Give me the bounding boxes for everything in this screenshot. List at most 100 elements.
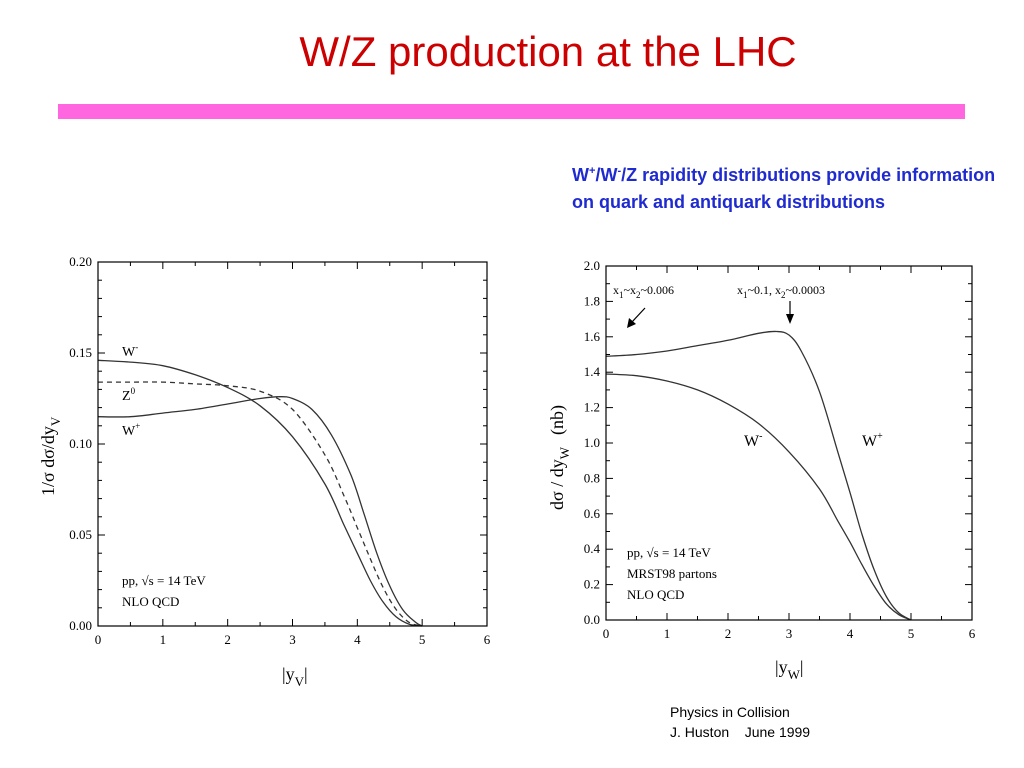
chart-left-ylabel-main: 1/σ dσ/dy bbox=[38, 426, 58, 496]
x-tick-label: 5 bbox=[908, 626, 915, 641]
chart-left-label-wminus: W- bbox=[122, 342, 138, 360]
left-series-1-line bbox=[97, 381, 423, 627]
chart-left-frame bbox=[97, 261, 488, 627]
note-part2: /W bbox=[595, 165, 618, 185]
chart-right-label-wplus-main: W bbox=[862, 433, 878, 450]
chart-left-ticks bbox=[97, 261, 488, 627]
y-tick-label: 1.0 bbox=[584, 435, 600, 450]
chart-right-arrow-label-2: x1~0.1, x2~0.0003 bbox=[737, 283, 825, 300]
y-tick-label: 0.00 bbox=[69, 618, 92, 633]
chart-right-label-wminus: W- bbox=[744, 431, 762, 450]
arrow-label-2-s1: 1 bbox=[743, 290, 748, 300]
chart-right-frame bbox=[605, 265, 973, 621]
chart-right-ticklabels-x: 0 1 2 3 4 5 6 bbox=[603, 626, 976, 641]
x-tick-label: 0 bbox=[603, 626, 610, 641]
credit-line1: Physics in Collision bbox=[670, 704, 790, 720]
arrow-1-head bbox=[627, 318, 636, 328]
note-part1: W bbox=[572, 165, 589, 185]
arrow-label-1-main: x bbox=[613, 283, 619, 297]
x-tick-label: 1 bbox=[664, 626, 671, 641]
right-series-1-line bbox=[605, 373, 912, 621]
right-series-0-line bbox=[605, 330, 912, 621]
title-accent-bar bbox=[58, 104, 965, 119]
chart-right-label-wminus-sup: - bbox=[759, 431, 762, 442]
y-tick-label: 1.4 bbox=[584, 364, 601, 379]
chart-left-xlabel-sub: V bbox=[295, 674, 305, 689]
x-tick-label: 4 bbox=[847, 626, 854, 641]
arrow-label-1-s2: 2 bbox=[636, 290, 641, 300]
arrow-label-1-end: ~0.006 bbox=[641, 283, 675, 297]
chart-left-ylabel: 1/σ dσ/dyV bbox=[38, 416, 63, 496]
x-tick-label: 4 bbox=[354, 632, 361, 647]
arrow-label-2-end: ~0.0003 bbox=[786, 283, 826, 297]
arrow-1-shaft bbox=[631, 307, 646, 323]
y-tick-label: 0.4 bbox=[584, 541, 601, 556]
note-sup1: + bbox=[589, 165, 596, 177]
arrow-label-2-main: x bbox=[737, 283, 743, 297]
y-tick-label: 2.0 bbox=[584, 258, 600, 273]
chart-right: 0 1 2 3 4 5 6 0.0 0.2 0.4 0.6 0.8 1.0 1.2 1.4 1.6 1.8 2.… bbox=[547, 258, 976, 682]
x-tick-label: 6 bbox=[484, 632, 491, 647]
credit-block: Physics in Collision J. Huston June 1999 bbox=[670, 702, 810, 742]
rapidity-note: W+/W-/Z rapidity distributions provide i… bbox=[572, 158, 1012, 216]
chart-right-xlabel-main: |y bbox=[775, 657, 788, 677]
x-tick-label: 3 bbox=[289, 632, 296, 647]
arrow-label-2-s2: 2 bbox=[781, 290, 786, 300]
chart-right-label-wplus: W+ bbox=[862, 431, 883, 450]
y-tick-label: 0.8 bbox=[584, 470, 600, 485]
arrow-label-2-mid: ~0.1, x bbox=[748, 283, 782, 297]
chart-right-ylabel-main: dσ / dy bbox=[547, 459, 567, 510]
chart-left-label-z0-sup: 0 bbox=[131, 386, 136, 396]
x-tick-label: 6 bbox=[969, 626, 976, 641]
chart-left-label-wminus-main: W bbox=[122, 345, 136, 360]
arrow-label-1-mid: ~x bbox=[624, 283, 637, 297]
note-sup2: - bbox=[617, 165, 622, 177]
slide-title: W/Z production at the LHC bbox=[299, 28, 797, 75]
chart-right-xlabel-end: | bbox=[800, 657, 804, 677]
chart-right-ticklabels-y: 0.0 0.2 0.4 0.6 0.8 1.0 1.2 1.4 1.6 1.8 2.0 bbox=[584, 258, 601, 627]
y-tick-label: 1.8 bbox=[584, 293, 600, 308]
chart-right-lines bbox=[605, 330, 912, 621]
chart-left-ylabel-sub: V bbox=[48, 416, 63, 426]
y-tick-label: 0.15 bbox=[69, 345, 92, 360]
chart-right-xlabel: |yW| bbox=[775, 657, 804, 682]
chart-left-xlabel: |yV| bbox=[282, 664, 308, 689]
chart-left-annotation-2: NLO QCD bbox=[122, 594, 179, 609]
chart-right-ylabel-unit: (nb) bbox=[547, 405, 568, 435]
chart-left-ticklabels-y: 0.00 0.05 0.10 0.15 0.20 bbox=[69, 254, 92, 633]
left-series-2-line bbox=[97, 396, 423, 627]
y-tick-label: 0.10 bbox=[69, 436, 92, 451]
y-tick-label: 0.05 bbox=[69, 527, 92, 542]
chart-right-xlabel-sub: W bbox=[788, 667, 801, 682]
x-tick-label: 3 bbox=[786, 626, 793, 641]
x-tick-label: 2 bbox=[224, 632, 231, 647]
chart-right-arrow-1 bbox=[627, 307, 646, 328]
chart-left-label-z0-main: Z bbox=[122, 389, 131, 404]
chart-right-ylabel: dσ / dyW (nb) bbox=[547, 405, 572, 510]
chart-left-label-wplus-main: W bbox=[122, 424, 136, 439]
chart-right-ylabel-sub: W bbox=[557, 446, 572, 459]
chart-left-label-wplus-sup: + bbox=[135, 421, 140, 431]
arrow-label-1-s1: 1 bbox=[619, 290, 624, 300]
arrow-2-head bbox=[786, 314, 794, 324]
chart-right-label-wminus-main: W bbox=[744, 433, 760, 450]
chart-left-xlabel-end: | bbox=[304, 664, 308, 684]
chart-right-annotation-1: pp, √s = 14 TeV bbox=[627, 545, 711, 560]
y-tick-label: 0.20 bbox=[69, 254, 92, 269]
x-tick-label: 0 bbox=[95, 632, 102, 647]
x-tick-label: 5 bbox=[419, 632, 426, 647]
credit-line2: J. Huston June 1999 bbox=[670, 724, 811, 740]
y-tick-label: 1.6 bbox=[584, 329, 601, 344]
chart-left-label-wminus-sup: - bbox=[135, 342, 138, 352]
y-tick-label: 1.2 bbox=[584, 400, 600, 415]
chart-left-xlabel-main: |y bbox=[282, 664, 295, 684]
chart-right-arrow-label-1: x1~x2~0.006 bbox=[613, 283, 674, 300]
y-tick-label: 0.6 bbox=[584, 506, 601, 521]
chart-right-annotation-3: NLO QCD bbox=[627, 587, 684, 602]
x-tick-label: 2 bbox=[725, 626, 732, 641]
chart-left-label-wplus: W+ bbox=[122, 421, 140, 439]
y-tick-label: 0.0 bbox=[584, 612, 600, 627]
x-tick-label: 1 bbox=[160, 632, 167, 647]
